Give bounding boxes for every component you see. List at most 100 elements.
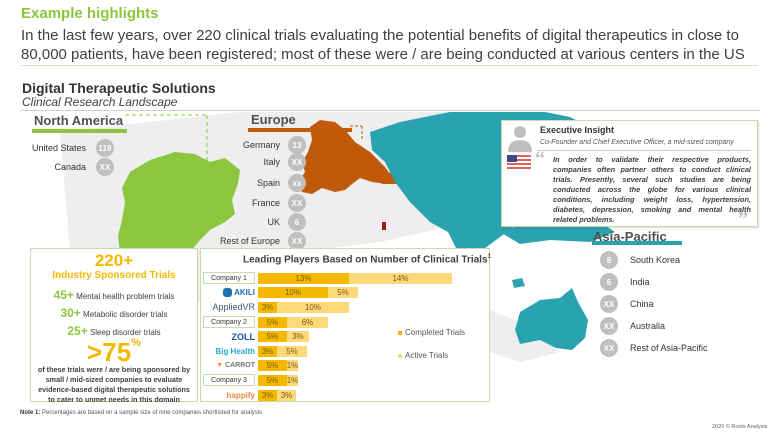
executive-insight-title: Executive Insight <box>540 125 615 135</box>
country-label: Italy <box>263 157 280 167</box>
country-row-us: United States 119 <box>0 139 114 157</box>
percentage-note: of these trials were / are being sponsor… <box>37 365 191 404</box>
section-title: Digital Therapeutic Solutions <box>22 80 216 96</box>
country-label: Australia <box>630 321 666 331</box>
highlights-text: In the last few years, over 220 clinical… <box>21 27 745 63</box>
country-row-china: XX China <box>600 295 654 313</box>
chart-row: ZOLL 5% 3% <box>203 329 463 344</box>
country-label: Germany <box>242 140 280 150</box>
country-label: Canada <box>54 162 86 172</box>
active-bar: 3% <box>287 331 309 343</box>
zoll-logo: ZOLL <box>231 331 256 342</box>
chart-row: Company 3 5% 1% <box>203 373 463 388</box>
australia-shape <box>515 288 588 350</box>
stat-label: Mental health problem trials <box>76 292 175 301</box>
company-label: Company 3 <box>203 374 255 387</box>
chart-row: Company 1 13% 14% <box>203 271 463 286</box>
completed-bar: 3% <box>258 389 277 401</box>
percentage-sign: % <box>131 337 141 349</box>
akili-logo: AKILI <box>203 287 255 299</box>
count-bubble: xx <box>288 174 306 192</box>
percentage-value: >75 <box>87 337 132 367</box>
active-bar: 1% <box>286 360 299 372</box>
country-row-australia: XX Australia <box>600 317 665 335</box>
chart-footnote-marker: 1 <box>487 254 491 260</box>
count-bubble: XX <box>288 194 306 212</box>
country-row-india: 6 India <box>600 273 650 291</box>
region-europe-bar <box>248 128 352 132</box>
chart-title-text: Leading Players Based on Number of Clini… <box>243 254 488 266</box>
chart-row: happify 3% 3% <box>203 388 463 403</box>
carrot-icon: ▼ <box>216 362 224 370</box>
country-row-italy: Italy XX <box>190 153 306 171</box>
stat-metabolic: 30+ Metabolic disorder trials <box>30 306 198 320</box>
country-label: India <box>630 277 650 287</box>
region-asia-pacific-bar <box>592 241 682 245</box>
count-bubble: 6 <box>600 273 618 291</box>
count-bubble: XX <box>600 317 618 335</box>
chart-row: ▼ CARROT 5% 1% <box>203 359 463 374</box>
company-label: CARROT <box>225 362 255 370</box>
total-trials: 220+ <box>94 251 134 270</box>
legend-completed: Completed Trials <box>398 328 465 337</box>
chart-title: Leading Players Based on Number of Clini… <box>243 254 491 265</box>
country-row-uk: UK 6 <box>190 213 306 231</box>
header-divider <box>20 65 758 66</box>
country-label: South Korea <box>630 255 681 265</box>
country-row-canada: Canada XX <box>0 158 114 176</box>
count-bubble: 119 <box>96 139 114 157</box>
active-bar: 10% <box>277 301 349 313</box>
country-label: France <box>251 198 280 208</box>
footnote-text: Percentages are based on a sample size o… <box>42 410 263 416</box>
chart-bars: Company 1 13% 14% AKILI 10% 5% AppliedVR… <box>203 271 463 402</box>
person-icon <box>508 126 532 152</box>
company-label: AKILI <box>234 288 255 298</box>
region-north-america-title: North America <box>34 113 124 128</box>
country-label: Rest of Asia-Pacific <box>630 343 708 353</box>
completed-bar: 5% <box>258 360 287 372</box>
completed-bar: 5% <box>258 331 287 343</box>
count-bubble: 13 <box>288 136 306 154</box>
count-bubble: 6 <box>288 213 306 231</box>
stat-label: Sleep disorder trials <box>89 328 161 337</box>
stat-sleep: 25+ Sleep disorder trials <box>30 324 198 338</box>
active-bar: 3% <box>277 389 296 401</box>
legend-label: Active Trials <box>405 351 449 360</box>
copyright: 2020 © Roots Analysis <box>712 424 768 430</box>
stat-number: 45+ <box>53 288 74 302</box>
count-bubble: XX <box>288 153 306 171</box>
company-label: Company 1 <box>203 272 255 285</box>
count-bubble: 8 <box>600 251 618 269</box>
legend-active: Active Trials <box>398 351 448 360</box>
industry-stats-card <box>30 248 198 402</box>
active-bar: 5% <box>277 345 307 357</box>
country-label: China <box>630 299 654 309</box>
chart-row: AppliedVR 3% 10% <box>203 300 463 315</box>
section-divider <box>20 110 760 111</box>
completed-bar: 3% <box>258 345 277 357</box>
europe-shape <box>298 120 392 194</box>
active-bar: 6% <box>287 316 328 328</box>
count-bubble: XX <box>288 232 306 250</box>
percentage-stat: >75% <box>30 337 198 368</box>
stat-number: 25+ <box>67 324 88 338</box>
stat-mental-health: 45+ Mental health problem trials <box>30 288 198 302</box>
close-quote-icon: ” <box>738 208 748 230</box>
total-trials-label: Industry Sponsored Trials <box>52 270 176 281</box>
legend-swatch <box>398 330 402 335</box>
appliedvr-logo: AppliedVR <box>212 302 255 313</box>
country-row-france: France XX <box>190 194 306 212</box>
footnote-label: Note 1: <box>20 410 41 416</box>
legend-swatch <box>398 353 402 358</box>
footnote: Note 1: Percentages are based on a sampl… <box>20 410 262 416</box>
country-label: Spain <box>256 178 280 188</box>
completed-bar: 3% <box>258 301 277 313</box>
country-label: Rest of Europe <box>219 236 280 246</box>
highlights-title: Example highlights <box>21 5 159 22</box>
region-asia-pacific-title: Asia-Pacific <box>593 229 667 244</box>
active-bar: 1% <box>286 374 299 386</box>
region-north-america-bar <box>32 129 127 133</box>
company-label: Company 2 <box>203 316 255 329</box>
country-row-rest-of-asia-pacific: XX Rest of Asia-Pacific <box>600 339 708 357</box>
bighealth-logo: Big Health <box>215 346 255 356</box>
